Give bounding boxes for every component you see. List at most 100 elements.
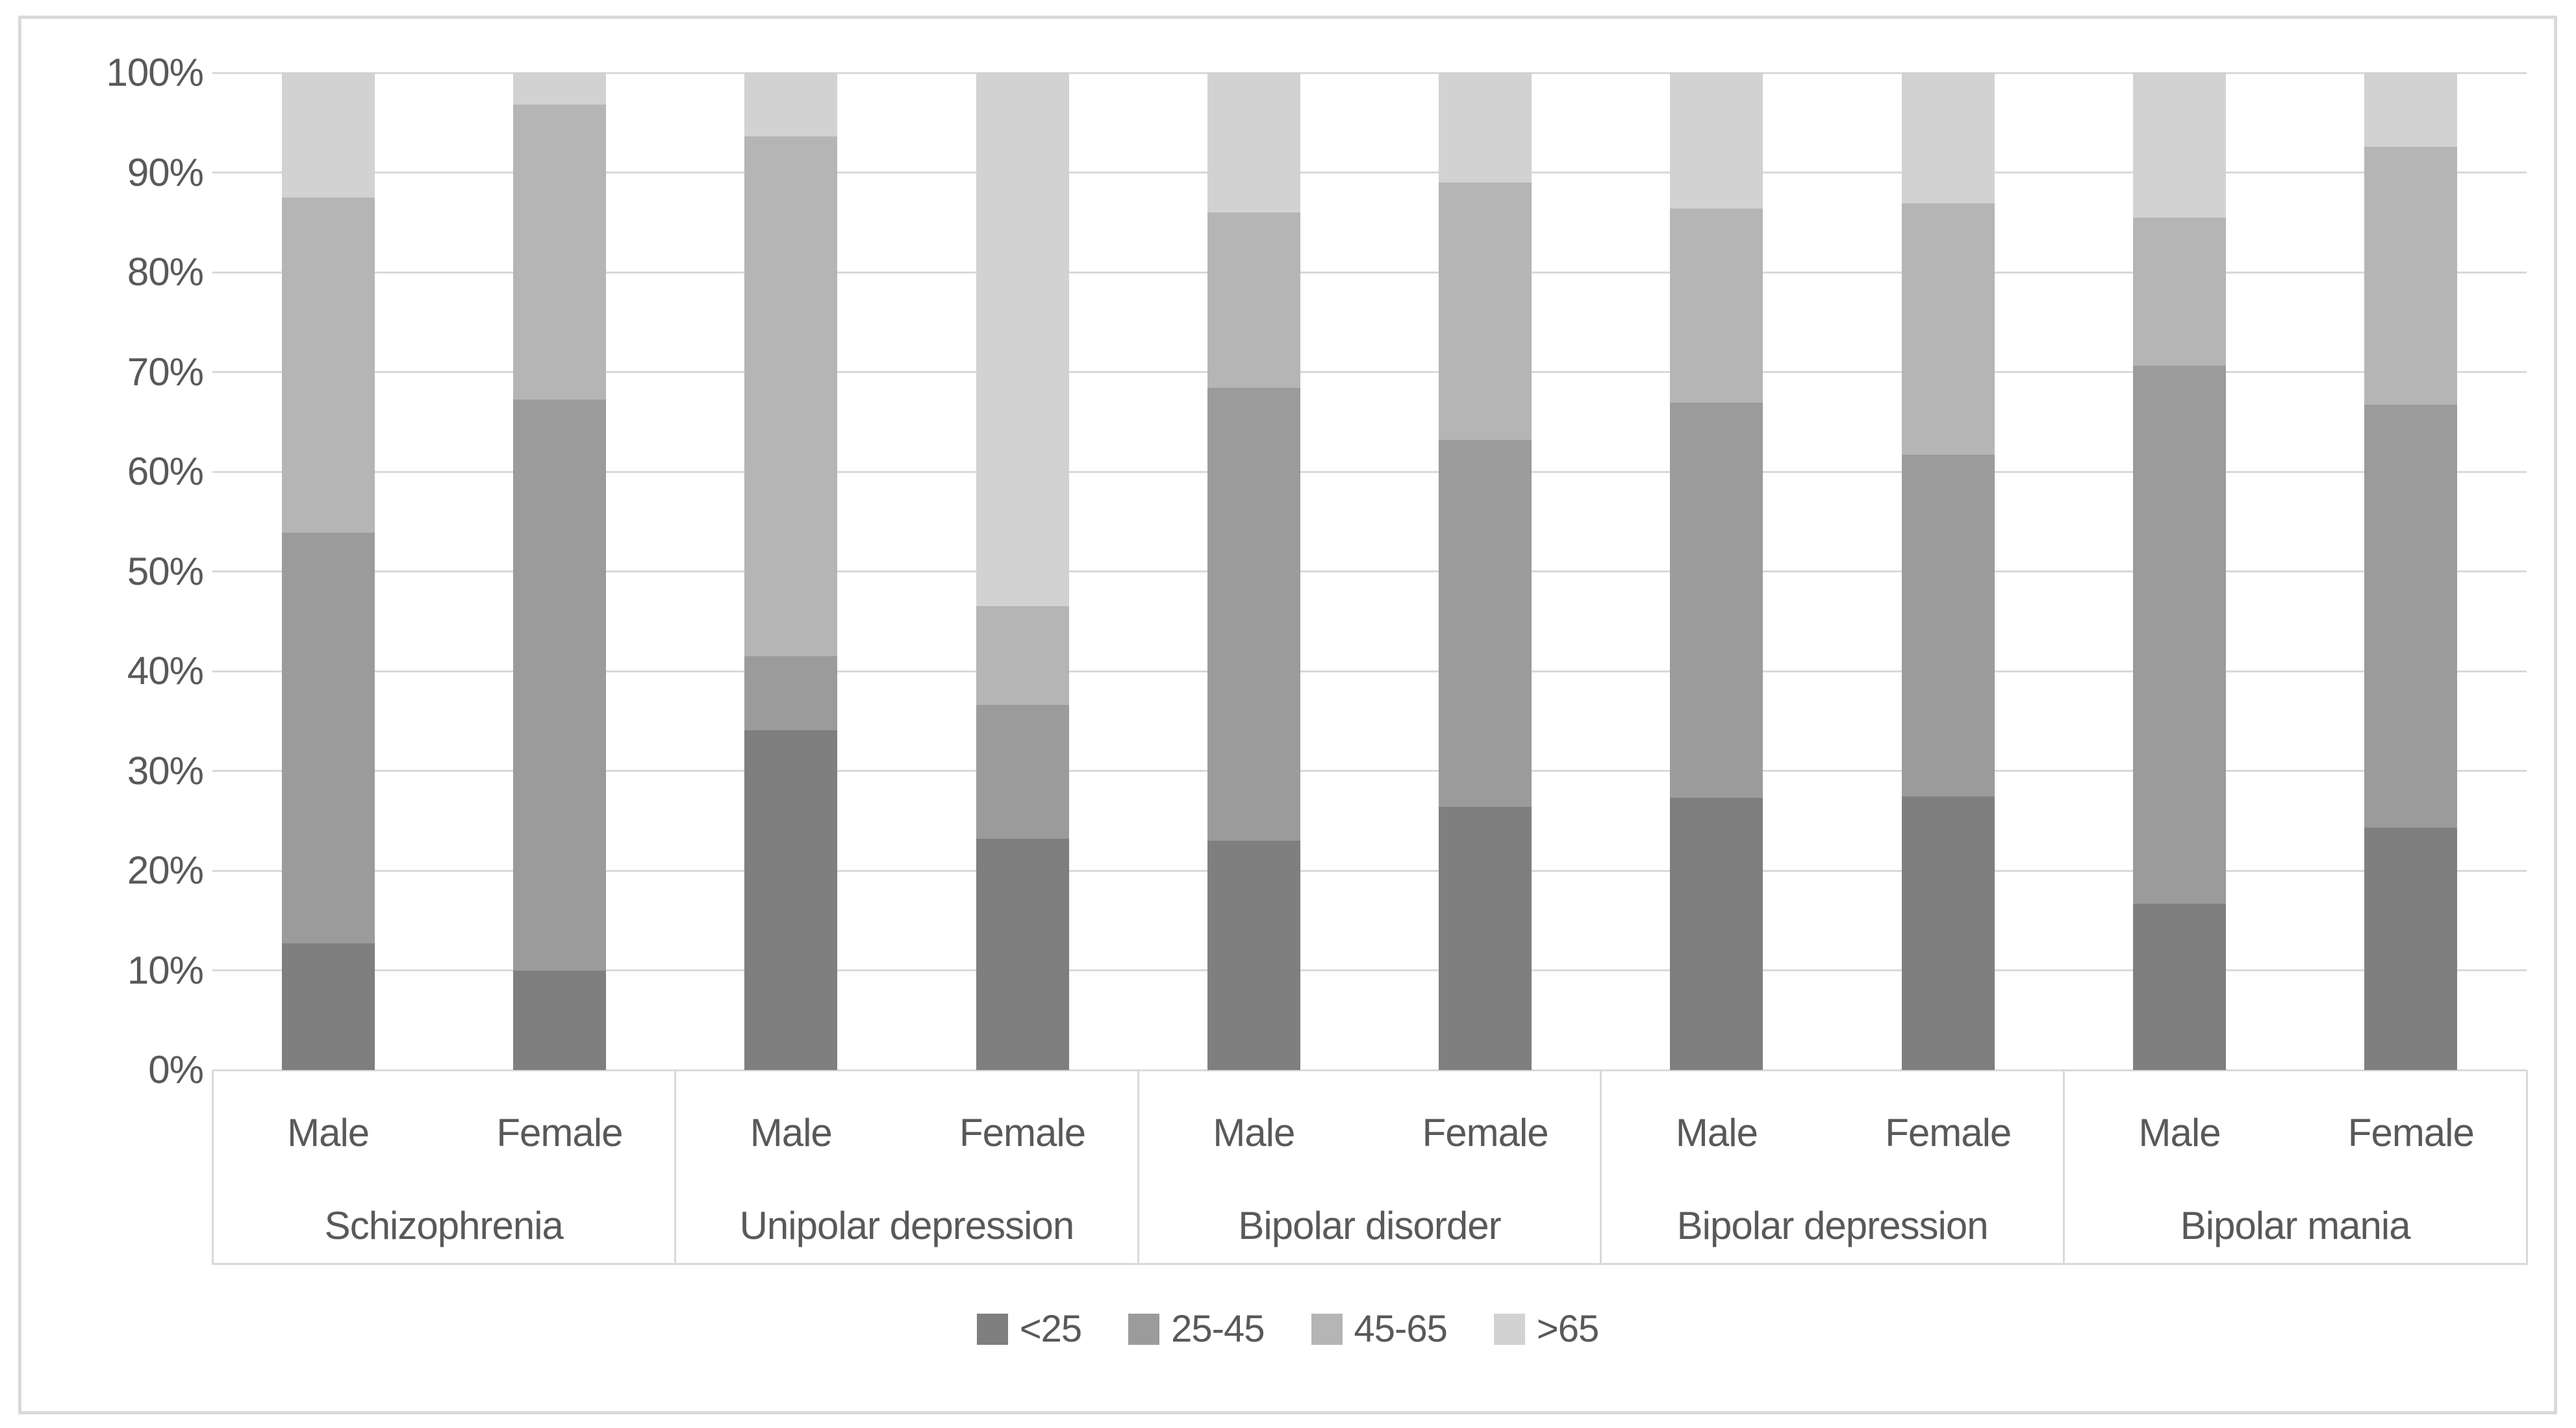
legend-label: <25: [1019, 1308, 1082, 1350]
y-tick-label: 90%: [127, 150, 204, 194]
bar-segment-25-45[interactable]: [976, 705, 1069, 839]
bar-segment-25[interactable]: [976, 838, 1069, 1070]
x-group-label: Bipolar mania: [2180, 1204, 2411, 1247]
x-group-label: Bipolar disorder: [1238, 1204, 1501, 1247]
bar-segment-65[interactable]: [1670, 73, 1763, 209]
legend-label: 25-45: [1171, 1308, 1265, 1350]
x-gender-label: Female: [2347, 1111, 2475, 1154]
legend-label: >65: [1536, 1308, 1599, 1350]
bar-segment-25-45[interactable]: [744, 656, 838, 730]
bar-segment-25[interactable]: [1670, 797, 1763, 1070]
gridline-10pct: [212, 969, 2527, 971]
y-tick-label: 40%: [127, 649, 204, 693]
bar-segment-25-45[interactable]: [2133, 366, 2227, 904]
chart-frame: 0% 10% 20% 30% 40% 50% 60% 70% 80% 90% 100% Male Fe…: [18, 16, 2557, 1414]
bar-segment-25[interactable]: [744, 730, 838, 1070]
bar-segment-65[interactable]: [744, 73, 838, 137]
legend-swatch-icon: [1493, 1313, 1525, 1345]
bar-segment-65[interactable]: [281, 73, 375, 198]
category-divider: [2525, 1070, 2528, 1265]
bar-segment-65[interactable]: [1901, 73, 1995, 204]
gridline-20pct: [212, 869, 2527, 872]
category-divider: [2062, 1070, 2065, 1265]
bar-segment-25-45[interactable]: [512, 400, 606, 971]
x-group-label: Schizophrenia: [324, 1204, 564, 1247]
bar-segment-25-45[interactable]: [1439, 439, 1532, 807]
legend-label: 45-65: [1354, 1308, 1448, 1350]
legend: <25 25-45 45-65 >65: [21, 1307, 2554, 1351]
legend-item[interactable]: 45-65: [1311, 1307, 1448, 1351]
x-gender-label: Female: [959, 1111, 1086, 1154]
x-gender-label: Male: [287, 1111, 370, 1154]
bar-segment-65[interactable]: [2364, 73, 2458, 147]
bar-segment-25[interactable]: [1901, 797, 1995, 1070]
bar-segment-45-65[interactable]: [2133, 217, 2227, 366]
stacked-bar[interactable]: [1207, 73, 1300, 1070]
x-gender-label: Male: [1675, 1111, 1758, 1154]
bar-segment-65[interactable]: [2133, 73, 2227, 218]
x-gender-label: Male: [2138, 1111, 2221, 1154]
stacked-bar[interactable]: [512, 73, 606, 1070]
y-tick-label: 70%: [127, 350, 204, 394]
gridline-90pct: [212, 172, 2527, 173]
bar-segment-25[interactable]: [1207, 840, 1300, 1070]
bar-segment-45-65[interactable]: [1439, 182, 1532, 440]
x-gender-label: Male: [1213, 1111, 1295, 1154]
x-group-label: Bipolar depression: [1676, 1204, 1989, 1247]
legend-item[interactable]: <25: [976, 1307, 1082, 1351]
bar-segment-25-45[interactable]: [1901, 454, 1995, 797]
y-tick-label: 80%: [127, 250, 204, 294]
bar-segment-25[interactable]: [2364, 828, 2458, 1070]
legend-item[interactable]: >65: [1493, 1307, 1599, 1351]
bar-segment-45-65[interactable]: [281, 197, 375, 533]
bar-segment-25[interactable]: [281, 943, 375, 1070]
stacked-bar[interactable]: [2364, 73, 2458, 1070]
x-gender-label: Male: [750, 1111, 833, 1154]
stacked-bar[interactable]: [976, 73, 1069, 1070]
y-tick-label: 50%: [127, 549, 204, 593]
bar-segment-25-45[interactable]: [1207, 388, 1300, 841]
legend-swatch-icon: [1311, 1313, 1343, 1345]
y-tick-label: 100%: [106, 51, 204, 94]
gridline-30pct: [212, 770, 2527, 772]
bar-segment-65[interactable]: [976, 73, 1069, 607]
legend-item[interactable]: 25-45: [1128, 1307, 1265, 1351]
bar-segment-65[interactable]: [1207, 73, 1300, 212]
bar-segment-45-65[interactable]: [976, 606, 1069, 706]
y-tick-label: 60%: [127, 450, 204, 493]
stacked-bar[interactable]: [1670, 73, 1763, 1070]
y-tick-label: 20%: [127, 848, 204, 892]
category-divider: [1137, 1070, 1139, 1265]
bar-segment-25[interactable]: [2133, 903, 2227, 1070]
category-table-bottom-border: [212, 1263, 2527, 1265]
legend-swatch-icon: [1128, 1313, 1160, 1345]
stacked-bar[interactable]: [281, 73, 375, 1070]
bar-segment-25-45[interactable]: [1670, 403, 1763, 798]
stacked-bar[interactable]: [1901, 73, 1995, 1070]
y-tick-label: 30%: [127, 748, 204, 793]
bar-segment-65[interactable]: [512, 73, 606, 105]
stacked-bar[interactable]: [744, 73, 838, 1070]
bar-segment-45-65[interactable]: [1670, 208, 1763, 403]
bar-segment-65[interactable]: [1439, 73, 1532, 183]
bar-segment-25-45[interactable]: [2364, 405, 2458, 828]
category-divider: [211, 1070, 214, 1265]
bar-segment-25[interactable]: [512, 970, 606, 1070]
bar-segment-45-65[interactable]: [1207, 212, 1300, 389]
bar-segment-45-65[interactable]: [744, 136, 838, 656]
gridline-0pct: [212, 1069, 2527, 1071]
bar-segment-25-45[interactable]: [281, 532, 375, 944]
y-tick-label: 10%: [127, 948, 204, 992]
bar-segment-45-65[interactable]: [2364, 146, 2458, 405]
bar-segment-25[interactable]: [1439, 806, 1532, 1070]
gridline-40pct: [212, 670, 2527, 672]
stacked-bar[interactable]: [1439, 73, 1532, 1070]
gridline-80pct: [212, 271, 2527, 274]
gridline-60pct: [212, 470, 2527, 473]
plot-area: [212, 71, 2527, 1071]
bar-segment-45-65[interactable]: [512, 105, 606, 400]
stacked-bar[interactable]: [2133, 73, 2227, 1070]
y-tick-label: 0%: [148, 1048, 204, 1091]
gridline-100pct: [212, 71, 2527, 74]
bar-segment-45-65[interactable]: [1901, 203, 1995, 455]
